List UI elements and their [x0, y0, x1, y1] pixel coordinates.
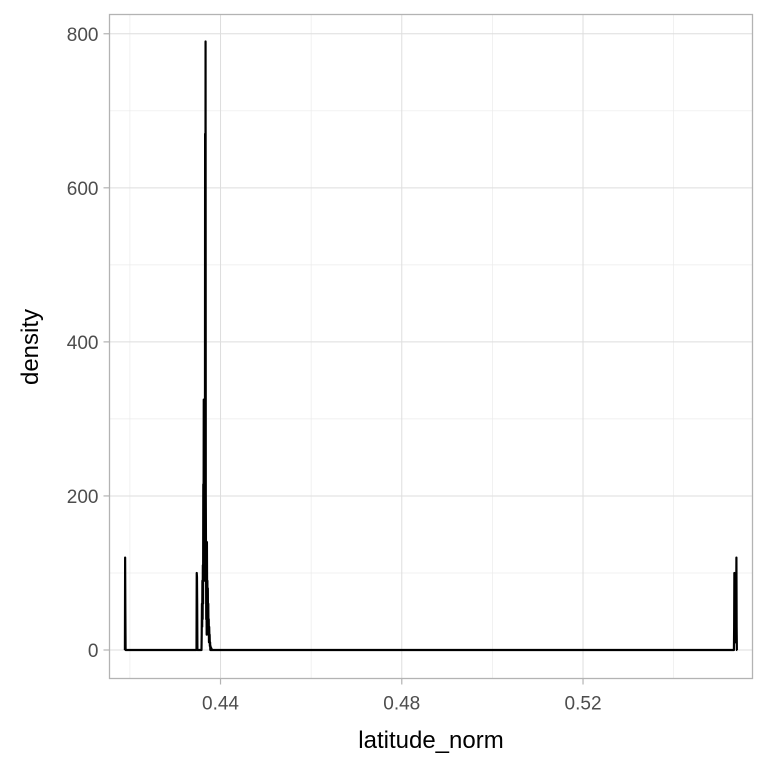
y-tick-label: 800 [67, 25, 99, 46]
x-axis-title: latitude_norm [358, 727, 503, 754]
x-tick-label: 0.52 [565, 694, 602, 715]
density-line-0 [123, 40, 739, 652]
y-tick-label: 400 [67, 333, 99, 354]
y-axis-ticks: 0 200 400 600 800 [67, 25, 110, 662]
x-tick-label: 0.48 [383, 694, 420, 715]
x-axis-ticks: 0.44 0.48 0.52 [202, 678, 602, 715]
y-tick-label: 600 [67, 179, 99, 200]
y-tick-label: 200 [67, 487, 99, 508]
major-gridlines [109, 14, 753, 679]
y-tick-label: 0 [88, 641, 99, 662]
y-axis-title: density [17, 309, 44, 385]
x-tick-label: 0.44 [202, 694, 239, 715]
minor-gridlines [109, 14, 753, 679]
plot-background [109, 14, 753, 679]
plot-border [108, 13, 754, 680]
series-layer [123, 40, 739, 652]
